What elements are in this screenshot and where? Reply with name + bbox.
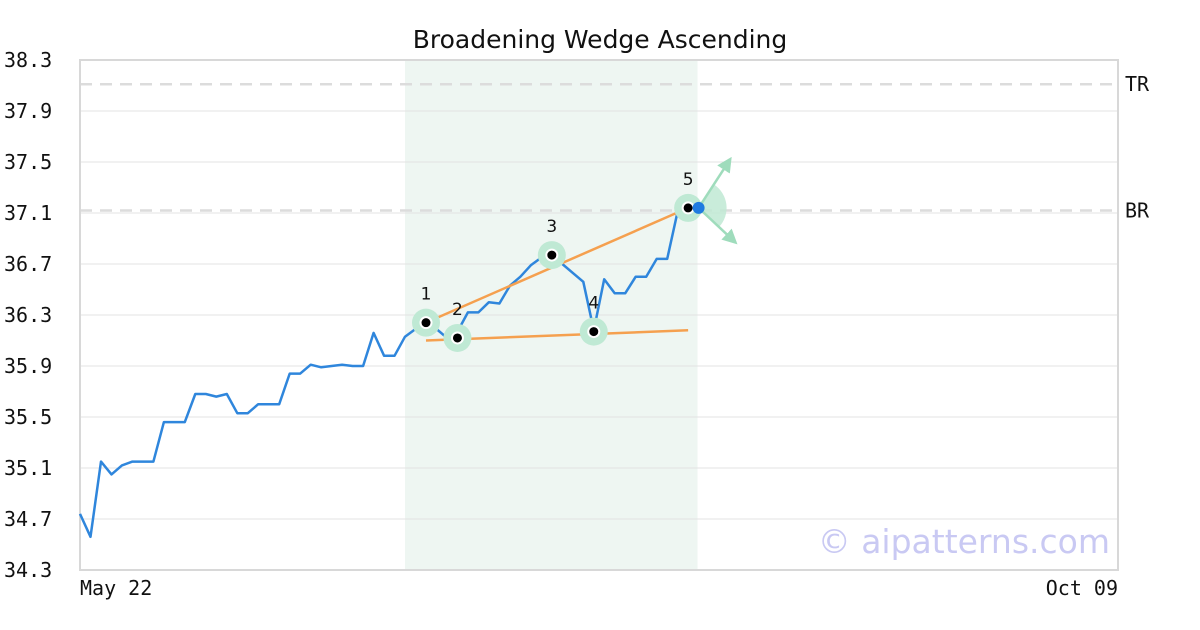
x-tick-label: May 22 bbox=[80, 576, 152, 600]
y-tick-label: 37.9 bbox=[4, 99, 52, 123]
pattern-point-label: 5 bbox=[683, 170, 694, 190]
y-tick-label: 36.3 bbox=[4, 303, 52, 327]
reference-line-label: BR bbox=[1125, 198, 1150, 222]
pattern-point bbox=[419, 316, 433, 330]
y-tick-label: 34.7 bbox=[4, 507, 52, 531]
x-axis: May 22 Oct 09 bbox=[80, 576, 1118, 600]
pattern-point-label: 4 bbox=[588, 294, 599, 314]
y-tick-label: 34.3 bbox=[4, 558, 52, 582]
y-axis: 34.3 34.7 35.1 35.5 35.9 36.3 36.7 37.1 37.5 37.9… bbox=[4, 48, 52, 582]
price-series bbox=[78, 206, 689, 539]
x-tick-label: Oct 09 bbox=[1046, 576, 1118, 600]
pattern-point-label: 2 bbox=[452, 300, 463, 320]
reference-line-label: TR bbox=[1125, 72, 1150, 96]
y-tick-label: 37.1 bbox=[4, 201, 52, 225]
series-line bbox=[78, 206, 689, 539]
pattern-point bbox=[545, 248, 559, 262]
y-tick-label: 37.5 bbox=[4, 150, 52, 174]
pattern-point-label: 1 bbox=[421, 285, 432, 305]
y-tick-label: 38.3 bbox=[4, 48, 52, 72]
current-price-point bbox=[692, 201, 705, 214]
breakout-up-arrow bbox=[697, 156, 732, 209]
y-tick-label: 36.7 bbox=[4, 252, 52, 276]
pattern-overlay: 12 3 4 5 bbox=[412, 156, 738, 352]
y-tick-label: 35.9 bbox=[4, 354, 52, 378]
chart-title: Broadening Wedge Ascending bbox=[413, 25, 788, 54]
breakout-down-arrow bbox=[697, 206, 738, 245]
pattern-point-label: 3 bbox=[546, 217, 557, 237]
plot-frame bbox=[79, 59, 1119, 571]
watermark: © aipatterns.com bbox=[818, 522, 1110, 561]
projection-cone bbox=[698, 184, 727, 228]
pattern-point bbox=[681, 201, 695, 215]
y-tick-label: 35.5 bbox=[4, 405, 52, 429]
pattern-point bbox=[450, 331, 464, 345]
pattern-point bbox=[587, 325, 601, 339]
reference-lines: TR BR bbox=[80, 72, 1150, 222]
y-tick-label: 35.1 bbox=[4, 456, 52, 480]
